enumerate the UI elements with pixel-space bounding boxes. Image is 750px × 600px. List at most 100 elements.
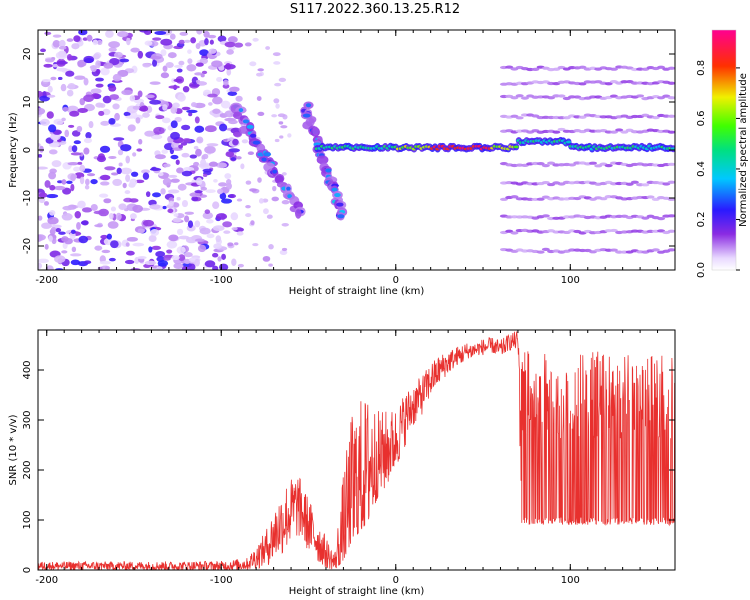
- arc-core: [246, 124, 254, 129]
- noise-blob: [200, 158, 207, 167]
- harmonic-band: [552, 67, 561, 71]
- noise-blob: [161, 149, 168, 154]
- noise-blob: [234, 42, 244, 48]
- noise-blob: [109, 57, 120, 66]
- noise-blob: [172, 217, 182, 223]
- noise-blob: [67, 162, 79, 166]
- noise-blob: [81, 207, 93, 213]
- noise-blob: [245, 180, 252, 185]
- noise-blob: [277, 113, 286, 118]
- harmonic-band: [541, 180, 550, 185]
- harmonic-band: [578, 82, 587, 86]
- noise-blob: [119, 58, 130, 63]
- noise-blob: [217, 35, 227, 43]
- noise-blob: [215, 213, 228, 220]
- noise-blob: [170, 120, 178, 129]
- noise-blob: [142, 219, 155, 227]
- noise-blob: [208, 48, 217, 54]
- noise-blob: [228, 119, 238, 125]
- noise-blob: [99, 193, 109, 198]
- noise-blob: [46, 194, 59, 199]
- noise-blob: [194, 220, 201, 228]
- noise-blob: [149, 204, 161, 210]
- noise-blob: [130, 47, 140, 53]
- noise-blob: [56, 67, 68, 72]
- noise-blob: [99, 260, 111, 265]
- noise-blob: [170, 131, 180, 140]
- x-tick-label: -200: [35, 275, 58, 286]
- noise-blob: [212, 225, 225, 232]
- noise-blob: [250, 220, 255, 226]
- arc-halo: [312, 126, 319, 136]
- noise-blob: [183, 39, 191, 43]
- noise-blob: [150, 55, 162, 60]
- noise-blob: [208, 161, 218, 167]
- noise-blob: [194, 238, 205, 243]
- arc-core: [261, 157, 267, 162]
- noise-blob: [44, 243, 49, 250]
- noise-blob: [48, 124, 57, 133]
- noise-blob: [150, 134, 163, 140]
- noise-blob: [178, 254, 186, 262]
- arc-core: [287, 194, 292, 199]
- harmonic-band: [541, 164, 550, 168]
- x-tick-label: 0: [393, 275, 399, 286]
- noise-blob: [66, 89, 74, 97]
- noise-blob: [107, 221, 119, 229]
- noise-blob: [272, 185, 277, 192]
- noise-blob: [66, 54, 73, 61]
- noise-blob: [61, 179, 67, 185]
- noise-blob: [205, 189, 216, 194]
- noise-blob: [176, 196, 181, 201]
- noise-blob: [249, 61, 257, 67]
- noise-blob: [235, 95, 243, 102]
- y-tick-label: -20: [22, 238, 33, 254]
- noise-blob: [145, 94, 155, 99]
- arc-core: [242, 119, 250, 124]
- harmonic-band: [662, 182, 671, 186]
- x-axis-label: Height of straight line (km): [289, 586, 425, 597]
- noise-blob: [108, 41, 120, 48]
- noise-blob: [145, 191, 151, 198]
- noise-blob: [230, 157, 237, 161]
- noise-blob: [151, 245, 162, 251]
- noise-blob: [212, 96, 223, 105]
- x-tick-label: -200: [35, 575, 58, 586]
- noise-blob: [132, 242, 145, 247]
- harmonic-band: [651, 248, 660, 252]
- noise-blob: [222, 221, 233, 228]
- noise-blob: [176, 246, 186, 254]
- noise-blob: [76, 221, 81, 230]
- noise-blob: [204, 125, 217, 133]
- noise-blob: [229, 86, 240, 93]
- noise-blob: [50, 76, 57, 81]
- noise-blob: [199, 227, 211, 235]
- noise-blob: [189, 83, 200, 87]
- noise-blob: [212, 252, 219, 258]
- noise-blob: [224, 110, 235, 118]
- noise-blob: [79, 164, 86, 173]
- noise-blob: [152, 37, 162, 41]
- noise-blob: [43, 63, 53, 68]
- noise-blob: [236, 198, 243, 202]
- noise-blob: [110, 172, 119, 176]
- y-tick-label: 0: [22, 567, 33, 573]
- noise-blob: [202, 211, 214, 220]
- noise-blob: [62, 205, 74, 211]
- noise-blob: [202, 168, 213, 173]
- noise-blob: [56, 60, 68, 65]
- harmonic-band: [515, 94, 524, 98]
- arc-core: [325, 168, 332, 173]
- noise-blob: [71, 145, 78, 153]
- noise-blob: [60, 83, 67, 92]
- noise-blob: [71, 43, 80, 50]
- snr-frame: [37, 329, 676, 571]
- noise-blob: [217, 256, 222, 262]
- harmonic-band: [667, 96, 675, 100]
- noise-blob: [213, 178, 218, 183]
- noise-blob: [43, 201, 49, 206]
- y-tick-label: 10: [22, 96, 33, 109]
- noise-blob: [168, 200, 174, 207]
- noise-blob: [69, 110, 80, 117]
